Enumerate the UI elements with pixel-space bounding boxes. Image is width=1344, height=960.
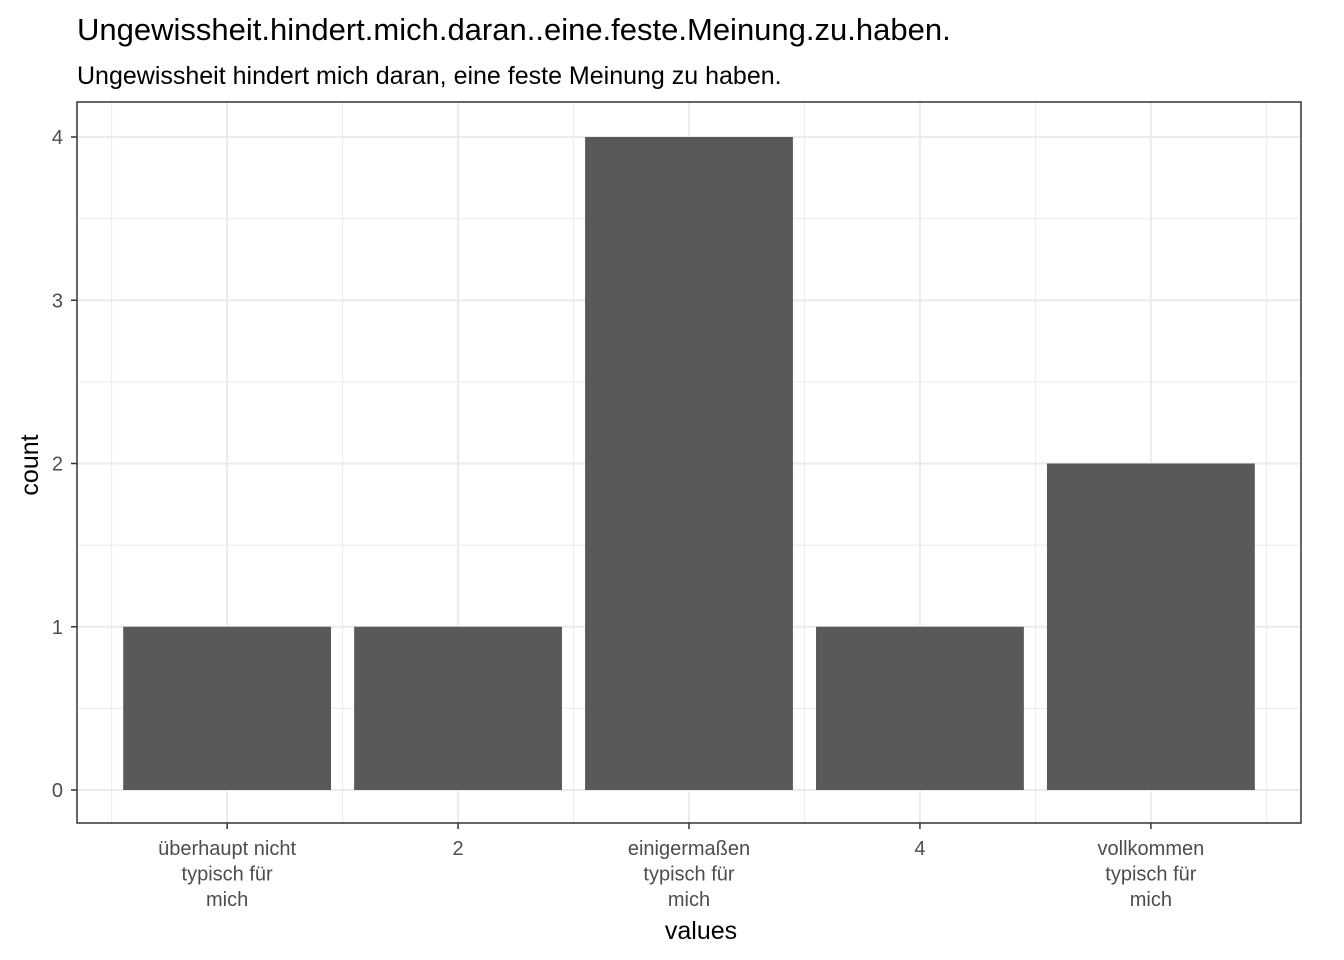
- x-tick-label-line: mich: [206, 889, 248, 911]
- x-tick-label: überhaupt nicht typisch für mich: [158, 838, 296, 911]
- y-tick-label: 2: [52, 454, 63, 476]
- y-tick-label: 1: [52, 617, 63, 639]
- bar: [354, 626, 562, 790]
- x-tick-label: 4: [914, 838, 925, 860]
- x-tick-label: 2: [452, 838, 463, 860]
- bar: [1046, 463, 1255, 790]
- y-tick-label: 3: [52, 290, 63, 312]
- y-axis-title: count: [16, 434, 44, 495]
- x-tick-label: vollkommen typisch für mich: [1098, 838, 1205, 911]
- plot-panel: 0 1 2 3 4 überhaupt nicht typisch für mich 2 eini…: [52, 101, 1302, 911]
- x-tick-label-line: überhaupt nicht: [158, 838, 296, 860]
- x-tick-label-line: typisch für: [643, 864, 734, 886]
- x-tick-label: einigermaßen typisch für mich: [628, 838, 750, 911]
- bar: [585, 137, 793, 790]
- x-tick-label-line: 4: [914, 838, 925, 860]
- y-tick-label: 0: [52, 780, 63, 802]
- bar: [816, 626, 1024, 790]
- x-tick-label-line: mich: [668, 889, 710, 911]
- bar: [123, 626, 332, 790]
- chart-subtitle: Ungewissheit hindert mich daran, eine fe…: [77, 62, 782, 90]
- x-tick-label-line: 2: [452, 838, 463, 860]
- x-tick-label-line: vollkommen: [1098, 838, 1205, 860]
- x-axis-title: values: [665, 917, 737, 945]
- x-tick-label-line: einigermaßen: [628, 838, 750, 860]
- y-tick-label: 4: [52, 127, 63, 149]
- chart-title: Ungewissheit.hindert.mich.daran..eine.fe…: [77, 12, 951, 47]
- x-tick-label-line: typisch für: [1105, 864, 1196, 886]
- x-tick-label-line: typisch für: [182, 864, 273, 886]
- x-tick-label-line: mich: [1130, 889, 1172, 911]
